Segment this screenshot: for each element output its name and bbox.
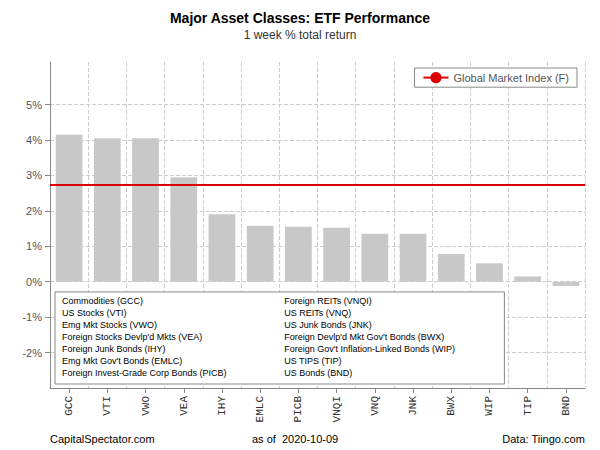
svg-text:1 week % total return: 1 week % total return xyxy=(244,28,357,42)
svg-text:US Junk Bonds (JNK): US Junk Bonds (JNK) xyxy=(284,320,372,330)
svg-text:Foreign Gov't Inflation-Linked: Foreign Gov't Inflation-Linked Bonds (WI… xyxy=(284,344,455,354)
svg-text:VNQ: VNQ xyxy=(369,396,381,416)
svg-text:Data: Tiingo.com: Data: Tiingo.com xyxy=(502,433,585,445)
svg-text:Foreign Devlp'd Mkt Gov't Bond: Foreign Devlp'd Mkt Gov't Bonds (BWX) xyxy=(284,332,444,342)
svg-text:US REITs (VNQ): US REITs (VNQ) xyxy=(284,308,351,318)
svg-text:1%: 1% xyxy=(26,240,42,252)
svg-text:Foreign REITs (VNQI): Foreign REITs (VNQI) xyxy=(284,296,372,306)
svg-text:BWX: BWX xyxy=(445,396,457,416)
svg-text:4%: 4% xyxy=(26,134,42,146)
svg-text:PICB: PICB xyxy=(292,396,304,423)
svg-text:US Stocks (VTI): US Stocks (VTI) xyxy=(62,308,127,318)
svg-text:Emg Mkt Gov't Bonds (EMLC): Emg Mkt Gov't Bonds (EMLC) xyxy=(62,356,182,366)
svg-text:Foreign Junk Bonds (IHY): Foreign Junk Bonds (IHY) xyxy=(62,344,166,354)
svg-text:-1%: -1% xyxy=(22,311,42,323)
svg-text:VEA: VEA xyxy=(178,396,190,416)
svg-text:GCC: GCC xyxy=(63,396,75,416)
svg-text:WIP: WIP xyxy=(483,396,495,416)
svg-text:Global Market Index (F): Global Market Index (F) xyxy=(453,72,569,84)
svg-text:US Bonds (BND): US Bonds (BND) xyxy=(284,368,352,378)
svg-text:VTI: VTI xyxy=(101,396,113,416)
svg-text:Major Asset Classes: ETF Perfo: Major Asset Classes: ETF Performance xyxy=(170,10,430,26)
svg-text:5%: 5% xyxy=(26,99,42,111)
svg-text:US TIPS (TIP): US TIPS (TIP) xyxy=(284,356,341,366)
svg-text:2%: 2% xyxy=(26,205,42,217)
svg-text:JNK: JNK xyxy=(407,396,419,416)
svg-text:3%: 3% xyxy=(26,169,42,181)
svg-text:as of 2020-10-09: as of 2020-10-09 xyxy=(252,433,338,445)
svg-text:BND: BND xyxy=(560,396,572,416)
svg-text:VWO: VWO xyxy=(140,396,152,416)
svg-text:TIP: TIP xyxy=(522,396,534,416)
svg-text:EMLC: EMLC xyxy=(254,396,266,423)
svg-text:Commodities (GCC): Commodities (GCC) xyxy=(62,296,143,306)
svg-text:Emg Mkt Stocks (VWO): Emg Mkt Stocks (VWO) xyxy=(62,320,157,330)
svg-text:IHY: IHY xyxy=(216,396,228,416)
svg-text:CapitalSpectator.com: CapitalSpectator.com xyxy=(50,433,155,445)
svg-text:VNQI: VNQI xyxy=(331,396,343,422)
svg-text:0%: 0% xyxy=(26,276,42,288)
svg-text:Foreign Invest-Grade Corp Bond: Foreign Invest-Grade Corp Bonds (PICB) xyxy=(62,368,227,378)
svg-text:-2%: -2% xyxy=(22,347,42,359)
svg-text:Foreign Stocks Devlp'd Mkts (V: Foreign Stocks Devlp'd Mkts (VEA) xyxy=(62,332,202,342)
